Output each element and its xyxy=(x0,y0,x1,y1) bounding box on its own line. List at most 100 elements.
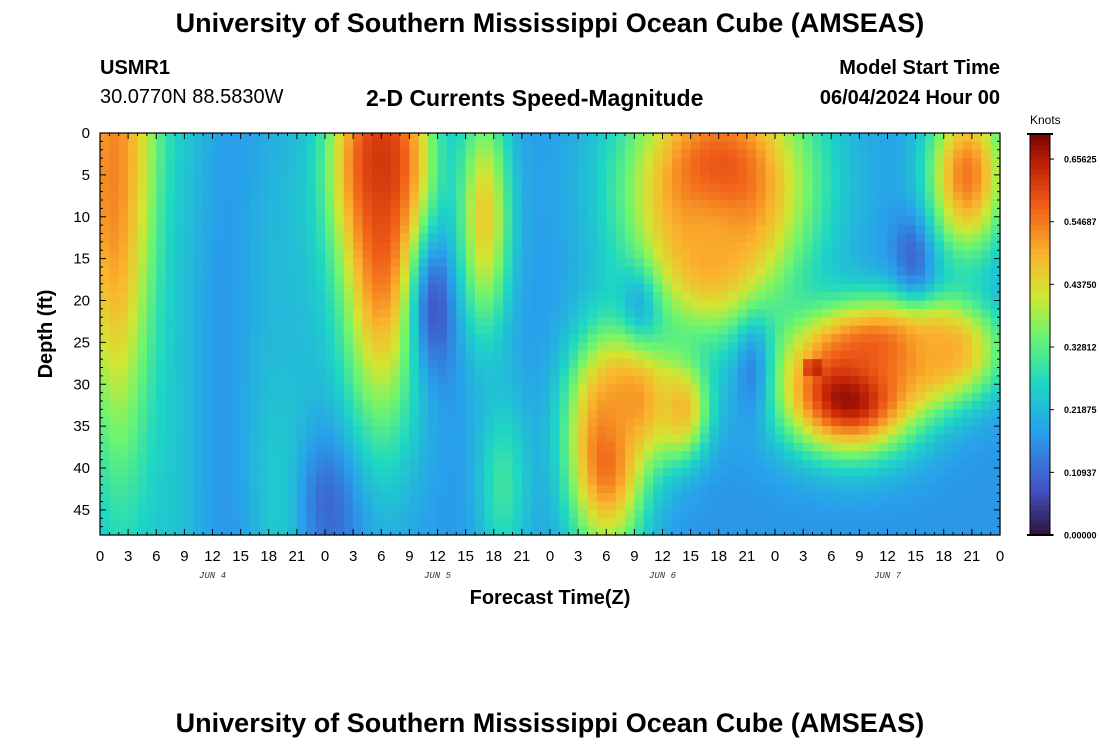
heatmap-cell xyxy=(128,225,139,235)
heatmap-cell xyxy=(465,183,476,193)
heatmap-cell xyxy=(550,258,560,268)
heatmap-cell xyxy=(250,526,260,536)
heatmap-cell xyxy=(428,459,439,469)
heatmap-cell xyxy=(671,317,682,327)
heatmap-cell xyxy=(512,200,523,209)
heatmap-cell xyxy=(943,384,954,394)
heatmap-cell xyxy=(765,317,776,327)
heatmap-cell xyxy=(587,468,598,477)
colorbar-segment xyxy=(1030,454,1050,461)
heatmap-cell xyxy=(625,434,635,444)
heatmap-cell xyxy=(540,158,551,168)
heatmap-cell xyxy=(521,401,532,410)
heatmap-cell xyxy=(137,200,148,209)
heatmap-cell xyxy=(615,241,626,251)
heatmap-cell xyxy=(540,476,551,486)
heatmap-cell xyxy=(296,216,307,226)
heatmap-cell xyxy=(653,149,664,159)
heatmap-cell xyxy=(409,384,420,394)
heatmap-cell xyxy=(371,275,382,285)
heatmap-cell xyxy=(456,442,467,452)
heatmap-cell xyxy=(943,476,954,486)
heatmap-cell xyxy=(371,359,382,369)
heatmap-cell xyxy=(746,367,757,377)
heatmap-cell xyxy=(521,250,532,260)
heatmap-cell xyxy=(634,317,645,327)
heatmap-cell xyxy=(156,325,167,335)
heatmap-cell xyxy=(137,484,148,494)
heatmap-cell xyxy=(503,459,514,469)
heatmap-cell xyxy=(193,149,204,159)
heatmap-cell xyxy=(240,476,251,486)
heatmap-cell xyxy=(221,509,232,519)
heatmap-cell xyxy=(287,526,298,536)
heatmap-cell xyxy=(681,283,692,293)
heatmap-cell xyxy=(831,317,842,327)
heatmap-cell xyxy=(353,141,364,151)
heatmap-cell xyxy=(400,451,410,461)
heatmap-cell xyxy=(896,208,907,218)
heatmap-cell xyxy=(287,325,298,335)
heatmap-cell xyxy=(634,518,645,528)
heatmap-cell xyxy=(240,468,251,477)
heatmap-cell xyxy=(878,384,889,394)
heatmap-cell xyxy=(643,208,654,218)
heatmap-cell xyxy=(212,141,223,151)
heatmap-cell xyxy=(306,317,317,327)
heatmap-cell xyxy=(868,426,879,436)
heatmap-cell xyxy=(775,208,785,218)
heatmap-cell xyxy=(700,451,710,461)
heatmap-cell xyxy=(456,468,467,477)
heatmap-cell xyxy=(831,350,842,360)
colorbar-segment xyxy=(1030,369,1050,376)
heatmap-cell xyxy=(146,149,157,159)
heatmap-cell xyxy=(596,493,607,503)
heatmap-cell xyxy=(615,292,626,302)
heatmap-cell xyxy=(578,451,589,461)
heatmap-cell xyxy=(821,300,832,310)
heatmap-cell xyxy=(362,493,373,503)
heatmap-cell xyxy=(784,275,795,285)
heatmap-cell xyxy=(634,334,645,343)
heatmap-cell xyxy=(850,267,860,276)
heatmap-cell xyxy=(446,250,457,260)
heatmap-cell xyxy=(700,384,710,394)
heatmap-cell xyxy=(971,149,982,159)
heatmap-cell xyxy=(146,183,157,193)
heatmap-cell xyxy=(531,191,542,201)
heatmap-cell xyxy=(943,191,954,201)
heatmap-cell xyxy=(831,468,842,477)
heatmap-cell xyxy=(953,267,964,276)
heatmap-cell xyxy=(428,509,439,519)
heatmap-cell xyxy=(765,451,776,461)
heatmap-cell xyxy=(840,149,851,159)
heatmap-cell xyxy=(165,409,176,419)
heatmap-cell xyxy=(568,501,579,511)
heatmap-cell xyxy=(625,442,635,452)
heatmap-cell xyxy=(531,158,542,168)
heatmap-cell xyxy=(203,426,214,436)
heatmap-cell xyxy=(128,342,139,352)
heatmap-cell xyxy=(409,501,420,511)
heatmap-cell xyxy=(859,468,870,477)
heatmap-cell xyxy=(465,191,476,201)
heatmap-cell xyxy=(906,509,917,519)
heatmap-cell xyxy=(793,283,804,293)
heatmap-cell xyxy=(643,166,654,176)
heatmap-cell xyxy=(325,359,335,369)
heatmap-cell xyxy=(587,300,598,310)
heatmap-cell xyxy=(175,225,185,235)
heatmap-cell xyxy=(915,258,926,268)
heatmap-cell xyxy=(109,325,120,335)
heatmap-cell xyxy=(765,526,776,536)
heatmap-cell xyxy=(353,308,364,318)
heatmap-cell xyxy=(709,409,720,419)
heatmap-cell xyxy=(240,208,251,218)
heatmap-cell xyxy=(756,183,767,193)
heatmap-cell xyxy=(690,526,701,536)
heatmap-cell xyxy=(268,350,279,360)
heatmap-cell xyxy=(484,384,495,394)
heatmap-cell xyxy=(484,325,495,335)
heatmap-cell xyxy=(831,216,842,226)
heatmap-cell xyxy=(221,174,232,184)
